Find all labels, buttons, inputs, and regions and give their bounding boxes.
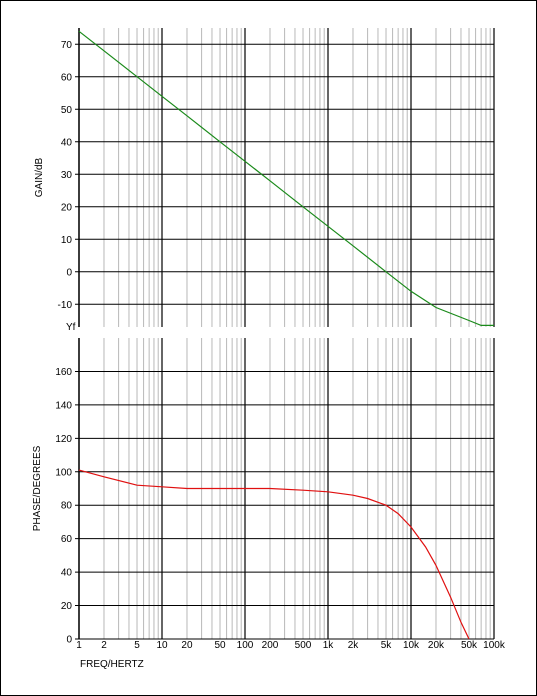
x-tick-label: 1 [76, 640, 82, 651]
x-tick-label: 5k [381, 640, 393, 651]
y-tick-label: 40 [61, 568, 73, 579]
series-line [78, 469, 470, 640]
y-tick-label: 20 [61, 202, 73, 213]
y-tick-label: 140 [55, 400, 72, 411]
x-tick-label: 200 [262, 640, 279, 651]
x-tick-label: 100 [237, 640, 254, 651]
y-tick-label: 10 [61, 235, 73, 246]
x-tick-label: 10k [403, 640, 420, 651]
x-tick-label: 10 [156, 640, 168, 651]
y-tick-label: 120 [55, 434, 72, 445]
x-axis-title: FREQ/HERTZ [80, 659, 144, 670]
x-tick-label: 500 [295, 640, 312, 651]
gain-panel: 70 60 50 40 30 20 10 0 -10 GAIN/dB Yf [34, 28, 495, 333]
y-tick-label: 70 [61, 40, 73, 51]
corner-label: Yf [66, 322, 76, 333]
y-tick-label: 20 [61, 601, 73, 612]
x-tick-label: 2 [101, 640, 107, 651]
x-tick-label: 2k [348, 640, 360, 651]
y-tick-label: 100 [55, 467, 72, 478]
y-tick-label: 0 [66, 635, 72, 646]
series-line [78, 30, 494, 326]
x-tick-label: 1k [323, 640, 335, 651]
y-tick-label: -10 [58, 300, 73, 311]
x-tick-label: 20k [428, 640, 445, 651]
y-tick-label: 60 [61, 534, 73, 545]
y-axis-title: PHASE/DEGREES [32, 445, 43, 531]
y-axis-title: GAIN/dB [34, 157, 45, 197]
x-tick-label: 50k [461, 640, 478, 651]
x-tick-label: 5 [134, 640, 140, 651]
x-tick-label: 100k [483, 640, 506, 651]
x-tick-label: 50 [214, 640, 226, 651]
y-tick-label: 80 [61, 501, 73, 512]
y-tick-label: 160 [55, 367, 72, 378]
y-tick-label: 50 [61, 105, 73, 116]
y-tick-label: 60 [61, 72, 73, 83]
y-tick-label: 30 [61, 170, 73, 181]
y-tick-label: 40 [61, 137, 73, 148]
x-tick-label: 20 [181, 640, 193, 651]
y-tick-label: 0 [66, 267, 72, 278]
